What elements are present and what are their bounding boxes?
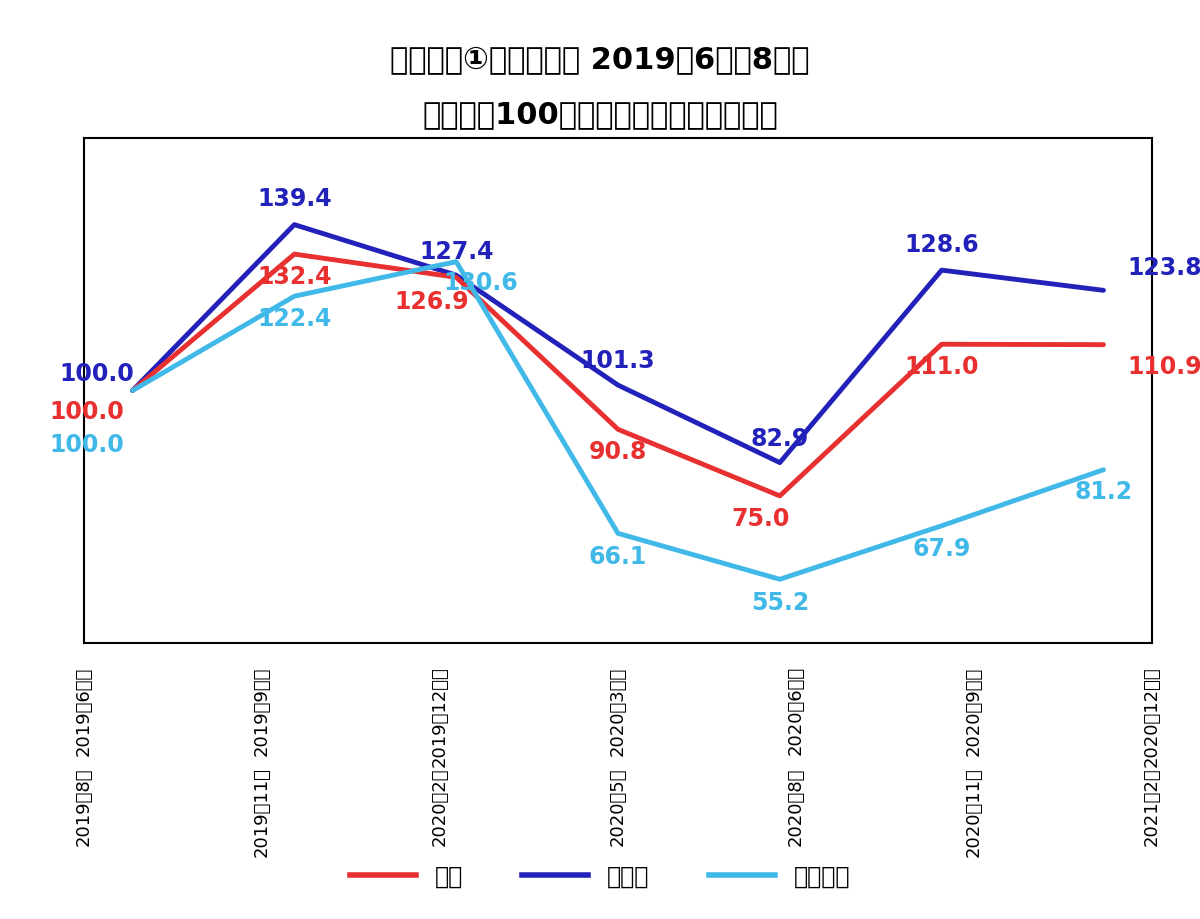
Text: 132.4: 132.4	[257, 265, 331, 289]
Text: 2019年6月～: 2019年6月～	[76, 666, 94, 755]
Text: 130.6: 130.6	[443, 271, 518, 295]
Text: 111.0: 111.0	[905, 356, 979, 380]
Text: 2019年12月～: 2019年12月～	[431, 666, 449, 767]
Text: 128.6: 128.6	[905, 233, 979, 257]
Text: 81.2: 81.2	[1074, 480, 1133, 504]
Text: 126.9: 126.9	[395, 290, 469, 314]
Text: 55.2: 55.2	[751, 591, 809, 616]
Text: 2020年2月: 2020年2月	[431, 767, 449, 845]
Text: 100.0: 100.0	[50, 400, 125, 424]
Text: 90.8: 90.8	[589, 439, 647, 464]
Text: 2020年8月: 2020年8月	[787, 767, 805, 845]
Text: 2020年11月: 2020年11月	[965, 767, 983, 857]
Text: 2021年2月: 2021年2月	[1142, 767, 1162, 846]
Text: 67.9: 67.9	[912, 537, 971, 561]
Text: 100.0: 100.0	[60, 362, 134, 386]
Text: 2020年9月～: 2020年9月～	[965, 666, 983, 755]
Text: 2020年5月: 2020年5月	[610, 767, 628, 845]
Text: 2020年3月～: 2020年3月～	[610, 666, 628, 755]
Legend: 全体, 正社員, 契約社員: 全体, 正社員, 契約社員	[341, 855, 859, 898]
Text: 101.3: 101.3	[581, 349, 655, 373]
Text: 2020年12月～: 2020年12月～	[1142, 666, 1162, 766]
Text: 127.4: 127.4	[419, 240, 493, 264]
Text: 66.1: 66.1	[589, 545, 647, 569]
Text: 123.8: 123.8	[1128, 256, 1200, 280]
Text: 100.0: 100.0	[50, 434, 125, 458]
Text: 2019年9月～: 2019年9月～	[253, 666, 271, 755]
Text: 2019年8月: 2019年8月	[76, 767, 94, 845]
Text: 【グラフ①】＜全体＞ 2019年6月～8月の: 【グラフ①】＜全体＞ 2019年6月～8月の	[390, 45, 810, 74]
Text: 122.4: 122.4	[257, 307, 331, 331]
Text: 2020年6月～: 2020年6月～	[787, 666, 805, 755]
Text: 139.4: 139.4	[257, 187, 331, 211]
Text: 82.9: 82.9	[751, 427, 809, 451]
Text: 75.0: 75.0	[731, 507, 790, 531]
Text: 求人数を100とした場合の求人数の推移: 求人数を100とした場合の求人数の推移	[422, 100, 778, 130]
Text: 2019年11月: 2019年11月	[253, 767, 271, 857]
Text: 110.9: 110.9	[1128, 356, 1200, 380]
